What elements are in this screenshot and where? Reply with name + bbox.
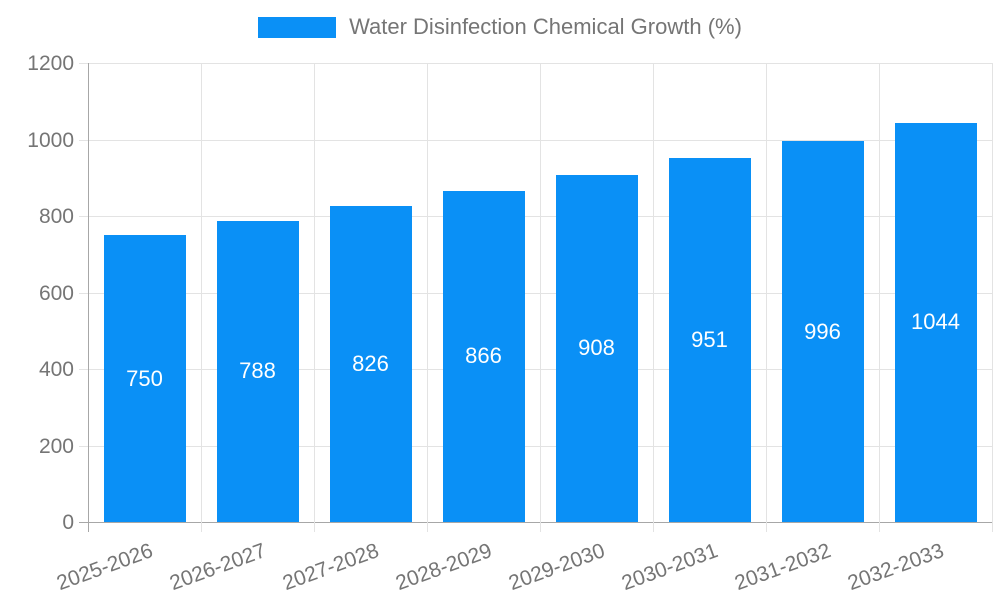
bar[interactable]: 866 [442, 190, 525, 522]
bar[interactable]: 1044 [894, 122, 977, 522]
y-tick-label: 600 [38, 281, 74, 305]
gridline-v [201, 63, 202, 532]
x-axis-line [79, 522, 992, 523]
y-axis-line [88, 63, 89, 532]
x-tick-label: 2026-2027 [166, 539, 270, 596]
x-tick-label: 2028-2029 [392, 539, 496, 596]
legend-label: Water Disinfection Chemical Growth (%) [349, 14, 742, 39]
bar-value-label: 866 [465, 343, 502, 369]
bar[interactable]: 951 [668, 158, 751, 522]
gridline-v [653, 63, 654, 532]
gridline-v [879, 63, 880, 532]
gridline-h [79, 292, 992, 294]
gridline-h [79, 369, 992, 370]
y-tick-label: 0 [62, 511, 74, 534]
bar[interactable]: 750 [103, 235, 186, 522]
y-tick-label: 200 [38, 434, 74, 458]
bar-value-label: 951 [691, 327, 728, 353]
gridline-h [79, 216, 992, 217]
x-tick-label: 2031-2032 [731, 539, 835, 596]
bar-value-label: 908 [578, 335, 615, 361]
x-tick-label: 2029-2030 [505, 539, 609, 596]
bar-value-label: 1044 [911, 309, 960, 335]
x-tick-label: 2025-2026 [53, 539, 157, 596]
gridline-v [427, 63, 428, 532]
gridline-v [992, 63, 993, 532]
gridline-v [766, 63, 767, 532]
legend[interactable]: Water Disinfection Chemical Growth (%) [0, 14, 1000, 40]
gridline-v [314, 63, 315, 532]
gridline-h [79, 445, 992, 447]
y-tick-label: 400 [38, 358, 74, 381]
bar[interactable]: 908 [555, 174, 638, 522]
gridline-v [540, 63, 541, 532]
bar-value-label: 826 [352, 351, 389, 377]
x-tick-label: 2027-2028 [279, 539, 383, 596]
x-tick-label: 2030-2031 [618, 539, 722, 596]
gridline-h [79, 63, 992, 64]
y-tick-label: 1000 [27, 128, 74, 152]
bar[interactable]: 996 [781, 141, 864, 522]
gridline-h [79, 139, 992, 141]
x-tick-label: 2032-2033 [844, 539, 948, 596]
bar-value-label: 788 [239, 358, 276, 384]
y-tick-label: 800 [38, 205, 74, 228]
legend-swatch [258, 16, 337, 38]
bar-value-label: 996 [804, 318, 841, 344]
y-tick-label: 1200 [27, 52, 74, 75]
bar-value-label: 750 [126, 365, 163, 391]
bar[interactable]: 788 [216, 220, 299, 522]
bar[interactable]: 826 [329, 206, 412, 522]
